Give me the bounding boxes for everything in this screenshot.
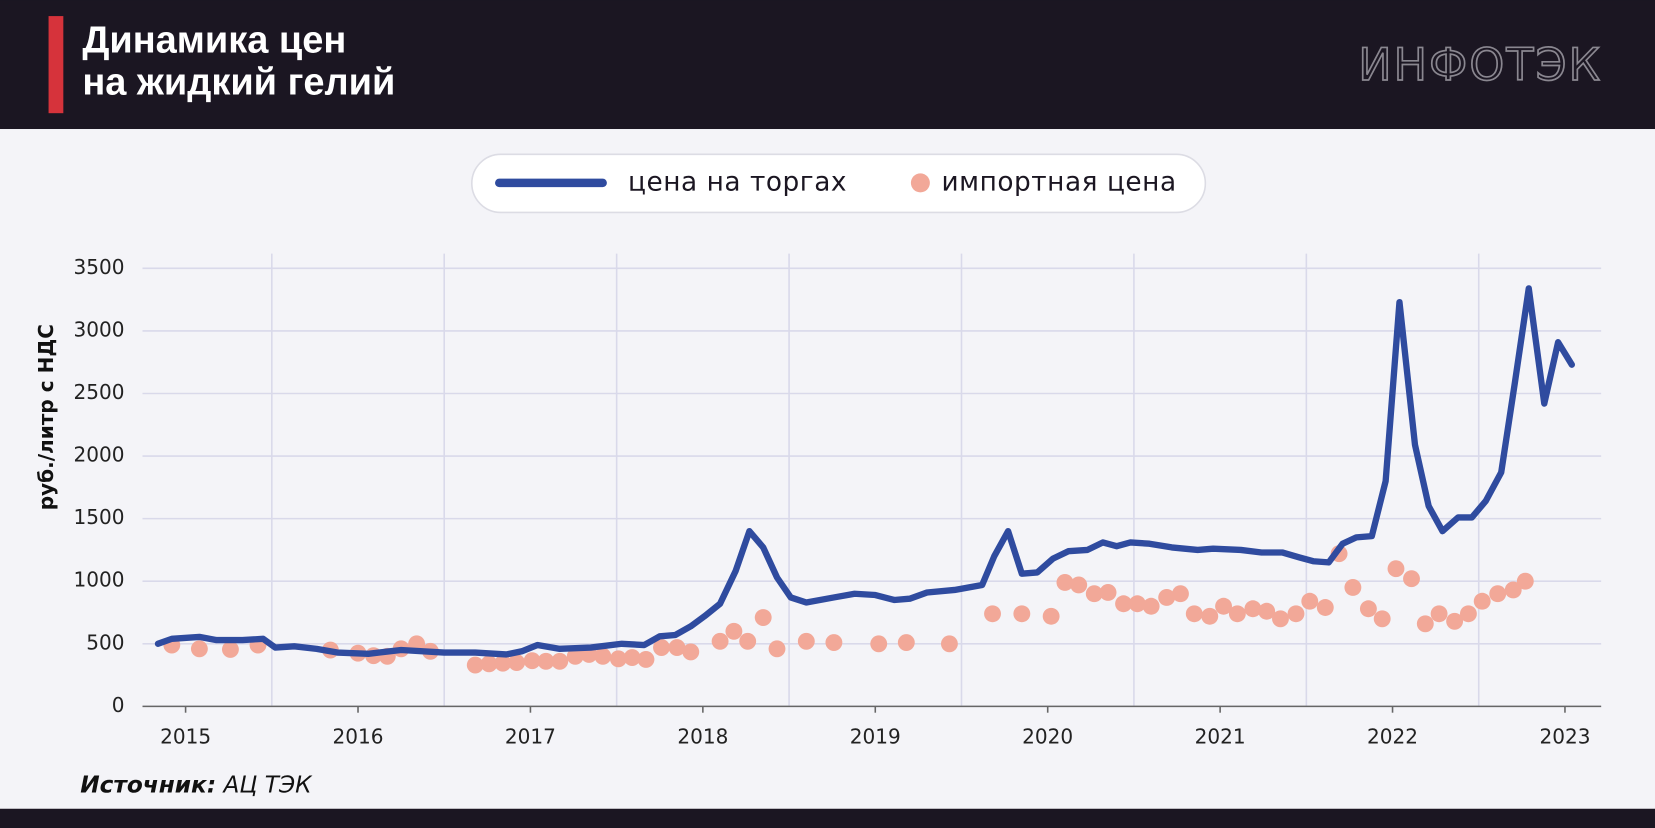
import-dot [1142,597,1160,615]
import-dot [594,647,612,665]
y-tick-label: 1500 [74,505,125,529]
import-dot [1359,600,1377,618]
import-dot [897,634,915,651]
source-label: Источник: [80,771,216,798]
legend-label: импортная цена [941,167,1176,197]
import-dot [668,639,686,656]
x-tick-label: 2016 [333,725,384,749]
import-dot [609,650,627,668]
legend-swatch [910,173,930,193]
x-tick-label: 2015 [160,725,211,749]
import-dot [494,654,512,672]
x-tick-label: 2022 [1367,725,1418,749]
price-line [154,285,1575,658]
body-panel [0,129,1655,809]
x-tick-label: 2017 [505,725,556,749]
y-tick-label: 3000 [74,317,125,341]
x-tick-label: 2021 [1195,725,1246,749]
import-dot [825,634,843,651]
import-dot [1158,589,1176,606]
import-dot [1258,602,1276,620]
source-text: АЦ ТЭК [222,771,314,798]
legend-box [471,153,1207,214]
import-dot [1172,585,1189,603]
import-dot [870,635,888,653]
import-dot [725,622,743,640]
import-dot [637,650,655,668]
x-tick-label: 2018 [677,725,728,749]
import-dot [1416,615,1434,633]
import-dot [1516,572,1534,590]
import-dot [1085,585,1103,603]
brand-logo: ИНФОТЭК [1358,40,1602,91]
y-tick-label: 2500 [74,380,125,404]
import-dot [711,632,729,650]
import-dot [480,655,498,673]
accent-bar [48,16,64,114]
chart-title: на жидкий гелий [82,62,395,104]
import-dot [523,652,541,670]
y-tick-label: 3500 [74,255,125,279]
import-dot [1459,605,1477,623]
import-dot [466,656,484,674]
import-dot [221,640,239,658]
import-dot [551,652,569,670]
import-dot [1244,600,1262,618]
y-axis-label: руб./литр с НДС [34,324,58,510]
import-dot [1373,610,1391,628]
legend-label: цена на торгах [628,167,847,197]
y-tick-label: 0 [112,693,125,717]
import-dot [537,652,555,670]
import-dot [1473,592,1491,610]
import-dot [1099,584,1117,601]
import-dot [623,649,641,667]
import-dot [984,605,1001,623]
x-tick-label: 2023 [1539,725,1590,749]
import-dot [1287,605,1305,623]
import-dot [653,639,670,656]
import-dot [508,654,526,672]
source: Источник: АЦ ТЭК [80,771,313,798]
import-dot [1446,612,1464,630]
chart-title: Динамика цен [82,20,346,62]
import-dot [1504,581,1522,599]
y-tick-label: 500 [86,630,124,654]
import-dot [1272,610,1289,628]
import-dot [1056,574,1074,591]
import-dot [1185,605,1203,623]
import-dot [1301,592,1319,610]
import-dot [754,609,772,626]
import-dot [940,635,958,653]
import-dot [566,647,584,665]
y-tick-label: 1000 [74,568,125,592]
import-dot [682,643,700,661]
import-dot [739,632,757,650]
import-dot [1403,570,1420,588]
import-dot [1042,607,1060,625]
import-dot [768,640,786,658]
import-dot [190,640,208,658]
y-tick-label: 2000 [74,443,125,467]
x-tick-label: 2019 [850,725,901,749]
import-dot [1387,560,1405,578]
import-dot [1013,605,1031,623]
import-dot [1070,576,1088,594]
import-dot [1489,585,1507,603]
import-dot [797,632,815,650]
import-dot [1201,607,1219,625]
import-dot [1344,579,1362,596]
import-dot [1215,597,1233,615]
import-dot [1228,605,1246,623]
import-dot [1316,599,1334,616]
x-tick-label: 2020 [1022,725,1073,749]
import-dot [1115,595,1133,613]
import-dot [1128,595,1146,613]
import-dot [1430,605,1448,623]
